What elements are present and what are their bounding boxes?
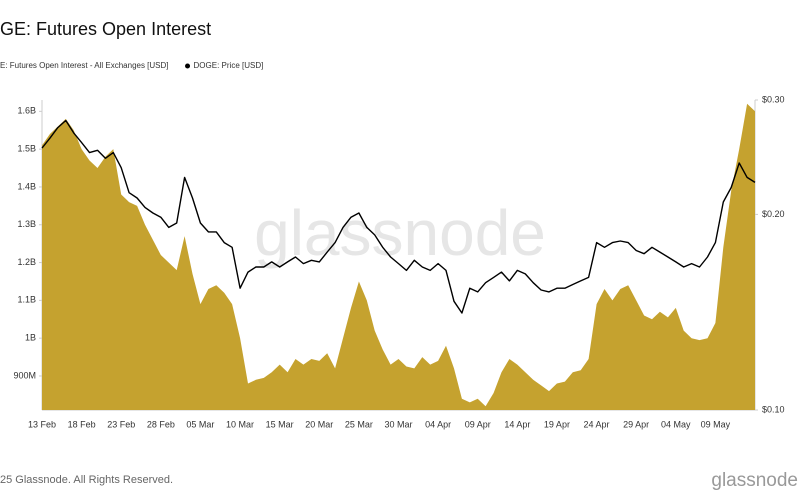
y-tick-label: 1.5B [17, 144, 36, 154]
x-tick-label: 28 Feb [147, 419, 175, 429]
chart-title: GE: Futures Open Interest [0, 19, 211, 39]
x-tick-label: 05 Mar [186, 419, 214, 429]
y2-tick-label: $0.20 [762, 209, 785, 219]
y-tick-label: 1.1B [17, 295, 36, 305]
y2-tick-label: $0.30 [762, 94, 785, 104]
y-tick-label: 1.4B [17, 181, 36, 191]
x-tick-label: 24 Apr [584, 419, 610, 429]
footer: 25 Glassnode. All Rights Reserved. [0, 474, 173, 486]
x-tick-label: 15 Mar [266, 419, 294, 429]
legend-marker [185, 63, 191, 69]
x-tick-label: 09 May [701, 419, 731, 429]
legend-label: E: Futures Open Interest - All Exchanges… [0, 61, 169, 70]
x-tick-label: 23 Feb [107, 419, 135, 429]
x-tick-label: 04 May [661, 419, 691, 429]
y-tick-label: 1B [25, 333, 36, 343]
logo: glassnode [711, 470, 798, 491]
x-tick-label: 10 Mar [226, 419, 254, 429]
x-tick-label: 19 Apr [544, 419, 570, 429]
watermark: glassnode [254, 197, 546, 269]
price-line [41, 119, 756, 314]
x-tick-label: 25 Mar [345, 419, 373, 429]
x-tick-label: 04 Apr [425, 419, 451, 429]
x-tick-label: 20 Mar [305, 419, 333, 429]
x-tick-label: 13 Feb [28, 419, 56, 429]
y-tick-label: 1.2B [17, 257, 36, 267]
y-tick-label: 1.6B [17, 106, 36, 116]
x-tick-label: 29 Apr [623, 419, 649, 429]
y-tick-label: 900M [13, 370, 36, 380]
x-tick-label: 18 Feb [68, 419, 96, 429]
open-interest-area [42, 103, 755, 411]
y2-tick-label: $0.10 [762, 404, 785, 414]
x-tick-label: 30 Mar [384, 419, 412, 429]
x-tick-label: 14 Apr [504, 419, 530, 429]
legend-label: DOGE: Price [USD] [194, 61, 264, 70]
y-tick-label: 1.3B [17, 219, 36, 229]
x-tick-label: 09 Apr [465, 419, 491, 429]
